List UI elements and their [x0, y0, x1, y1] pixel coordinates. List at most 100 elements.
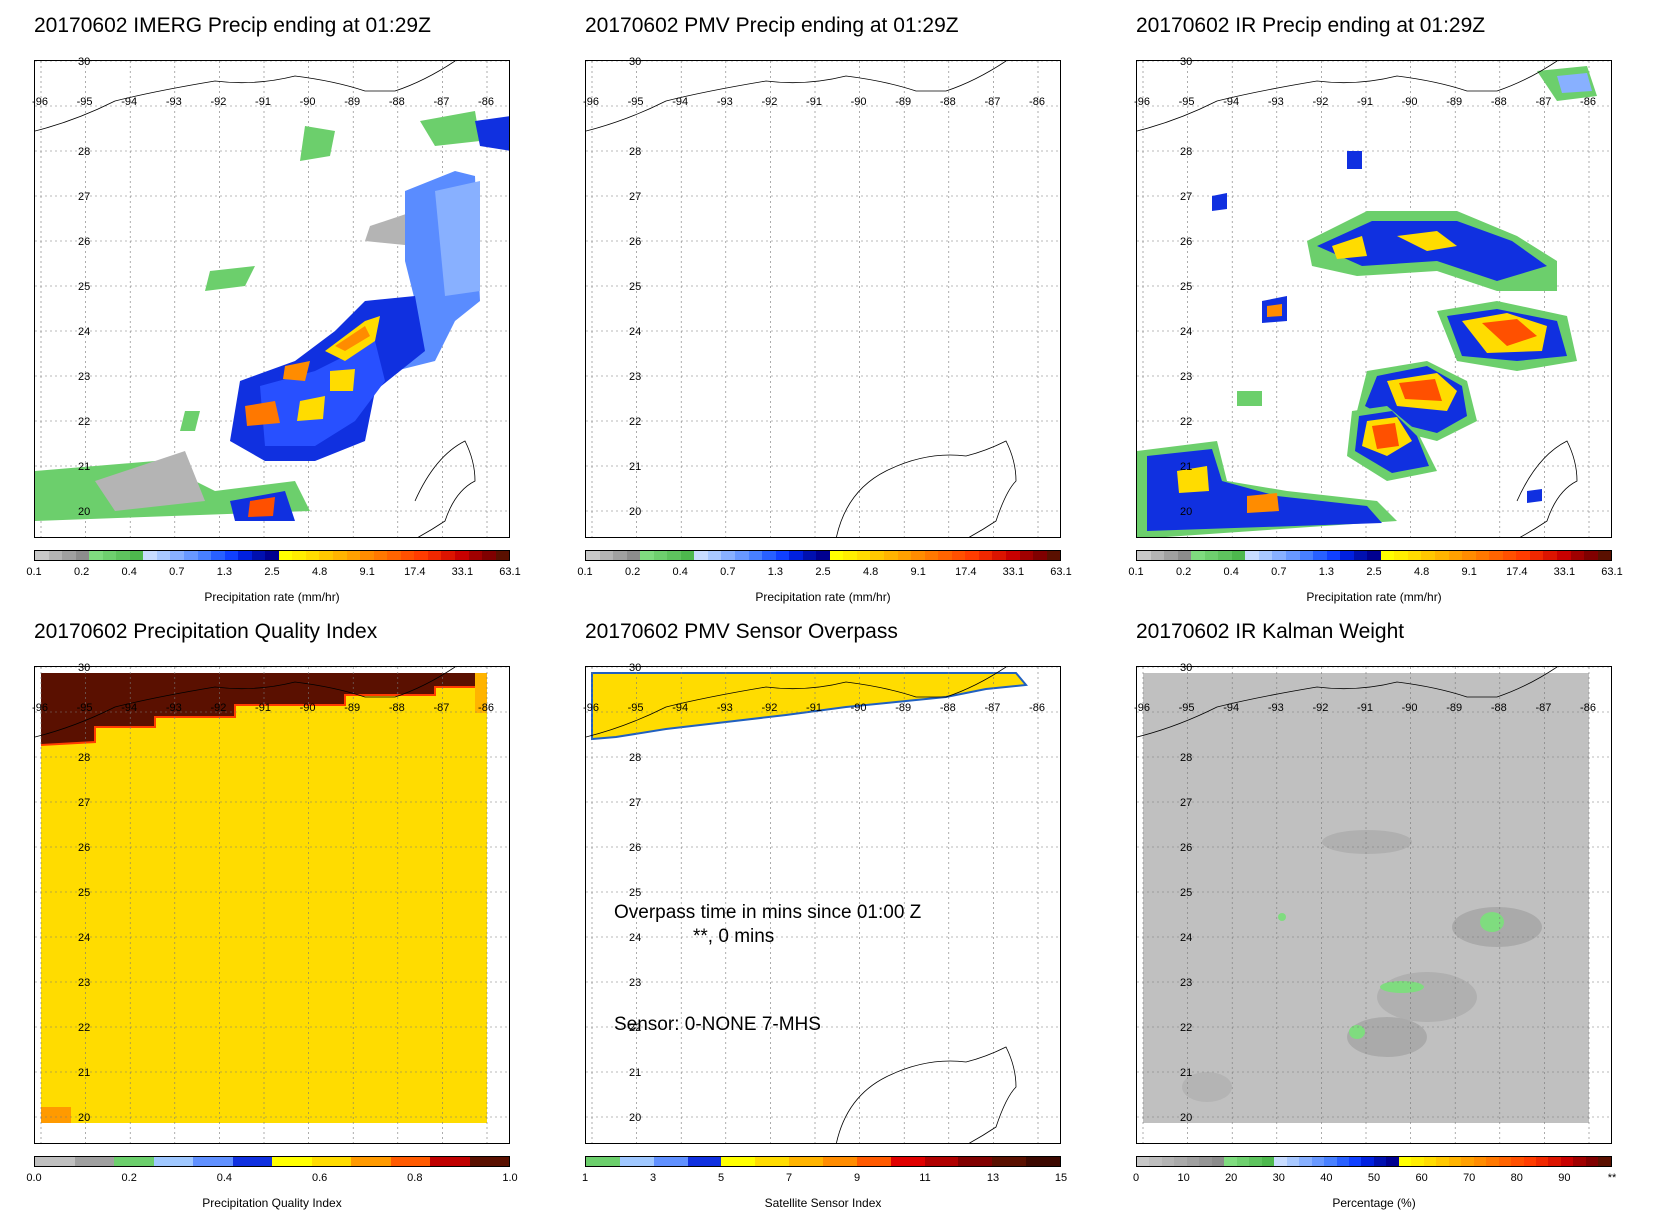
colorbar-swatch [1475, 551, 1490, 560]
colorbar-swatch [62, 551, 76, 560]
panel-title: 20170602 IMERG Precip ending at 01:29Z [34, 14, 431, 37]
colorbar-swatch [1597, 551, 1612, 560]
colorbar-swatch [232, 1157, 272, 1166]
lon-tick-label: -93 [165, 702, 182, 714]
lat-tick-label: 20 [78, 506, 91, 518]
colorbar-swatch [1570, 551, 1585, 560]
colorbar-tick-label: 17.4 [1506, 566, 1528, 578]
colorbar-swatch [1005, 551, 1020, 560]
colorbar-swatch [1249, 1157, 1262, 1166]
colorbar-swatch [1324, 1157, 1337, 1166]
lon-tick-label: -87 [1535, 702, 1552, 714]
colorbar-swatch [1258, 551, 1273, 560]
colorbar-swatch [1523, 1157, 1536, 1166]
colorbar-swatch [89, 551, 103, 560]
colorbar-swatch [360, 551, 374, 560]
lon-tick-label: -96 [583, 702, 599, 714]
quality-field [35, 667, 509, 1143]
lon-tick-label: -87 [984, 96, 1001, 108]
lon-tick-label: -86 [1580, 702, 1596, 714]
colorbar-swatch [870, 551, 885, 560]
colorbar-swatch [346, 551, 361, 560]
lon-tick-label: -88 [939, 96, 956, 108]
colorbar-tick-label: 3 [649, 1172, 657, 1184]
lon-tick-label: -94 [121, 96, 138, 108]
colorbar-swatch [1177, 551, 1192, 560]
panel-imerg: 20170602 IMERG Precip ending at 01:29Z [0, 0, 551, 606]
colorbar-tick-label: 0.4 [672, 566, 688, 578]
colorbar-swatch [1311, 1157, 1325, 1166]
colorbar-swatch [454, 551, 469, 560]
colorbar-swatch [1326, 551, 1341, 560]
lon-tick-label: -94 [1223, 96, 1240, 108]
lon-tick-label: -95 [1178, 702, 1195, 714]
lat-tick-label: 22 [78, 1022, 91, 1034]
colorbar-swatch [897, 551, 912, 560]
lat-tick-label: 21 [629, 461, 642, 473]
lon-tick-label: -88 [939, 702, 956, 714]
lat-tick-label: 28 [78, 752, 91, 764]
colorbar-swatch [156, 551, 171, 560]
panel-ir: 20170602 IR Precip ending at 01:29Z [1102, 0, 1653, 606]
colorbar-swatch [74, 1157, 114, 1166]
lat-tick-label: 20 [1180, 1112, 1193, 1124]
lon-tick-label: -92 [210, 702, 227, 714]
colorbar-swatch [1516, 551, 1530, 560]
lat-tick-label: 24 [629, 326, 642, 338]
colorbar-swatch [613, 551, 627, 560]
lon-tick-label: -91 [806, 702, 822, 714]
colorbar-swatch [890, 1157, 925, 1166]
colorbar-sensor [585, 1156, 1061, 1167]
panel-title: 20170602 IR Kalman Weight [1136, 620, 1405, 643]
lon-tick-label: -93 [716, 702, 733, 714]
colorbar-swatch [1236, 1157, 1250, 1166]
overpass-time-value: **, 0 mins [693, 926, 775, 947]
lon-tick-label: -92 [761, 702, 778, 714]
lon-tick-label: -86 [1029, 702, 1045, 714]
colorbar-tick-label: 0 [1132, 1172, 1140, 1184]
colorbar-swatch [911, 551, 925, 560]
sensor-legend: Sensor: 0-NONE 7-MHS [614, 1014, 821, 1035]
colorbar-label: Percentage (%) [1332, 1196, 1416, 1210]
lon-tick-label: -92 [761, 96, 778, 108]
lon-tick-label: -90 [299, 96, 316, 108]
lon-tick-label: -91 [1357, 702, 1373, 714]
lon-tick-label: -86 [1029, 96, 1045, 108]
colorbar-swatch [1336, 1157, 1349, 1166]
colorbar-swatch [1231, 551, 1246, 560]
colorbar-swatch [829, 551, 844, 560]
lat-tick-label: 21 [1180, 1067, 1193, 1079]
colorbar-swatch [687, 1157, 722, 1166]
colorbar-tick-label: 63.1 [499, 566, 521, 578]
colorbar-swatch [965, 551, 979, 560]
colorbar-swatch [1585, 1157, 1599, 1166]
colorbar-tick-label: 0.1 [26, 566, 42, 578]
colorbar-swatch [427, 551, 442, 560]
lon-tick-label: -87 [1535, 96, 1552, 108]
colorbar-tick-label: 33.1 [1002, 566, 1025, 578]
lat-tick-label: 30 [629, 662, 642, 674]
colorbar-swatch [735, 551, 749, 560]
colorbar-swatch [1473, 1157, 1487, 1166]
panel-kalman: 20170602 IR Kalman Weight Percentage (%)… [1102, 606, 1653, 1212]
lat-tick-label: 22 [1180, 416, 1193, 428]
colorbar-swatch [1245, 551, 1259, 560]
colorbar-swatch [1448, 1157, 1462, 1166]
lat-tick-label: 26 [629, 842, 642, 854]
lat-tick-label: 27 [629, 797, 642, 809]
colorbar-swatch [414, 551, 428, 560]
colorbar-swatch [992, 551, 1006, 560]
colorbar-tick-label: 5 [717, 1172, 725, 1184]
lat-tick-label: 30 [629, 56, 642, 68]
colorbar-swatch [211, 551, 225, 560]
lon-tick-label: -91 [255, 702, 271, 714]
colorbar-tick-label: 40 [1320, 1172, 1333, 1184]
lon-tick-label: -88 [1490, 702, 1507, 714]
colorbar-label: Satellite Sensor Index [764, 1196, 882, 1210]
lat-tick-label: 28 [629, 752, 642, 764]
colorbar-swatch [626, 551, 641, 560]
lat-tick-label: 21 [78, 461, 91, 473]
colorbar-swatch [1046, 551, 1061, 560]
colorbar-swatch [694, 551, 708, 560]
colorbar-swatch [789, 1157, 824, 1166]
